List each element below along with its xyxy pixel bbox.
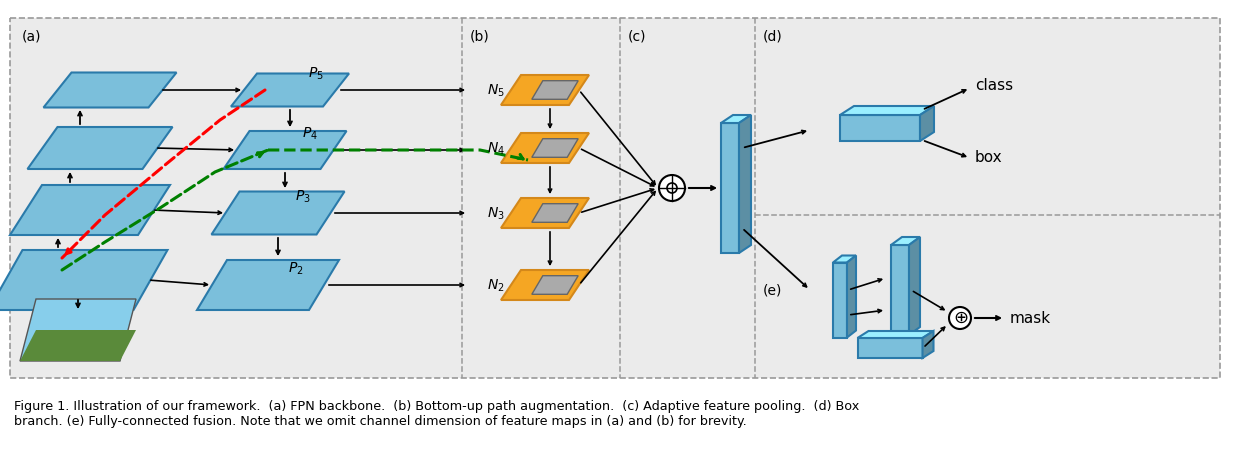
Text: $P_5$: $P_5$ bbox=[308, 66, 324, 82]
Polygon shape bbox=[198, 260, 338, 310]
Polygon shape bbox=[920, 106, 934, 141]
Polygon shape bbox=[501, 270, 589, 300]
Polygon shape bbox=[532, 139, 578, 157]
Text: (b): (b) bbox=[471, 29, 490, 43]
Polygon shape bbox=[532, 81, 578, 99]
Text: box: box bbox=[974, 150, 1003, 165]
Polygon shape bbox=[532, 276, 578, 294]
FancyBboxPatch shape bbox=[10, 18, 1220, 378]
Polygon shape bbox=[721, 123, 739, 253]
Polygon shape bbox=[0, 250, 168, 310]
Circle shape bbox=[948, 307, 971, 329]
Polygon shape bbox=[721, 115, 751, 123]
Polygon shape bbox=[20, 299, 136, 361]
Text: $N_3$: $N_3$ bbox=[487, 206, 505, 222]
Text: Figure 1. Illustration of our framework.  (a) FPN backbone.  (b) Bottom-up path : Figure 1. Illustration of our framework.… bbox=[14, 400, 860, 428]
Polygon shape bbox=[20, 330, 136, 361]
Polygon shape bbox=[857, 338, 923, 358]
Polygon shape bbox=[840, 115, 920, 141]
Text: $N_5$: $N_5$ bbox=[487, 83, 505, 99]
Text: $N_4$: $N_4$ bbox=[487, 141, 505, 157]
Polygon shape bbox=[532, 204, 578, 222]
Circle shape bbox=[659, 175, 685, 201]
Text: $P_3$: $P_3$ bbox=[295, 189, 311, 205]
Polygon shape bbox=[923, 331, 934, 358]
Text: $P_2$: $P_2$ bbox=[288, 261, 304, 278]
Text: (e): (e) bbox=[763, 284, 783, 298]
Text: class: class bbox=[974, 78, 1013, 93]
Polygon shape bbox=[847, 256, 856, 338]
Text: $N_2$: $N_2$ bbox=[487, 278, 505, 294]
Polygon shape bbox=[231, 74, 350, 106]
Text: (d): (d) bbox=[763, 29, 783, 43]
Text: (a): (a) bbox=[22, 29, 42, 43]
Polygon shape bbox=[501, 75, 589, 105]
Polygon shape bbox=[224, 131, 347, 169]
Text: (c): (c) bbox=[629, 29, 646, 43]
Text: $\oplus$: $\oplus$ bbox=[953, 309, 968, 327]
Polygon shape bbox=[739, 115, 751, 253]
Circle shape bbox=[667, 183, 677, 193]
Polygon shape bbox=[211, 192, 345, 234]
Polygon shape bbox=[857, 331, 934, 338]
Polygon shape bbox=[890, 245, 909, 335]
Polygon shape bbox=[909, 237, 920, 335]
Polygon shape bbox=[832, 256, 856, 263]
Polygon shape bbox=[840, 106, 934, 115]
Polygon shape bbox=[27, 127, 173, 169]
Polygon shape bbox=[10, 185, 170, 235]
Polygon shape bbox=[501, 133, 589, 163]
Polygon shape bbox=[890, 237, 920, 245]
Text: mask: mask bbox=[1010, 311, 1051, 326]
Polygon shape bbox=[501, 198, 589, 228]
Text: $P_4$: $P_4$ bbox=[303, 126, 317, 142]
Polygon shape bbox=[43, 72, 177, 107]
Polygon shape bbox=[832, 263, 847, 338]
